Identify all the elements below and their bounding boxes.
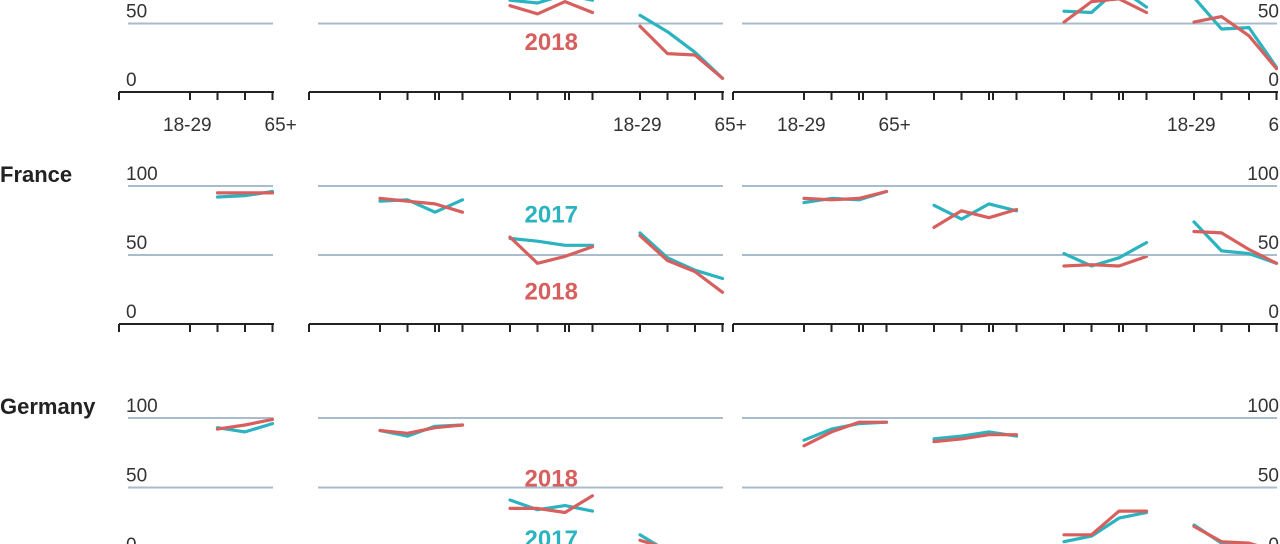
x-tick-label-first: 18-29 <box>777 115 826 136</box>
panel-2-0: 0 50 100 <box>126 396 275 544</box>
series-annotation-2017: 2017 <box>525 202 578 229</box>
panel-1-5 <box>862 185 1019 332</box>
panel-2-6 <box>1002 417 1149 544</box>
series-line-2017 <box>508 498 595 513</box>
country-label: France <box>0 162 72 187</box>
x-tick-label-first: 18-29 <box>613 115 662 136</box>
panel-2-4 <box>742 417 889 489</box>
y-tick-label: 0 <box>126 535 137 544</box>
series-line-2017 <box>932 202 1019 221</box>
series-annotation-2018: 2018 <box>525 278 578 305</box>
panel-1-3 <box>568 185 725 332</box>
chart-row-1: France 0 50 100 2017 2018 0 50 100 <box>0 162 1279 332</box>
series-line-2017 <box>1062 241 1149 268</box>
chart-row-2: Germany 0 50 100 2018 2017 0 50 100 <box>0 394 1279 544</box>
panel-1-1 <box>308 185 465 332</box>
x-tick-label-last: 65+ <box>879 115 911 136</box>
panel-1-6 <box>992 185 1149 332</box>
series-line-2018 <box>378 423 465 435</box>
series-line-2018 <box>932 207 1019 229</box>
panel-1-2: 2017 2018 <box>438 185 595 332</box>
series-line-2017 <box>508 236 595 247</box>
series-line-2018 <box>508 0 595 16</box>
y-tick-label: 50 <box>1258 2 1279 23</box>
y-tick-label: 50 <box>1258 466 1279 487</box>
panel-2-7: 0 50 100 <box>1132 396 1279 544</box>
panel-2-3 <box>578 417 723 544</box>
y-tick-label: 0 <box>126 302 137 323</box>
series-line-2018 <box>638 24 725 80</box>
y-tick-label: 0 <box>126 70 137 91</box>
series-line-2018 <box>1192 229 1279 265</box>
y-tick-label: 50 <box>126 466 147 487</box>
panel-2-1 <box>318 417 465 489</box>
x-tick-label-last: 65+ <box>715 115 747 136</box>
y-tick-label: 50 <box>1258 233 1279 254</box>
series-line-2018 <box>508 235 595 265</box>
y-tick-label: 50 <box>126 233 147 254</box>
series-line-2018 <box>1062 0 1149 24</box>
y-tick-label: 0 <box>1268 535 1279 544</box>
y-tick-label: 100 <box>126 396 158 417</box>
panel-0-2: 2018 <box>438 0 595 100</box>
series-line-2018 <box>1192 15 1279 71</box>
x-tick-label-last: 65+ <box>265 115 297 136</box>
panel-1-0: 0 50 100 <box>118 164 275 332</box>
series-line-2018 <box>508 494 595 515</box>
panel-0-3: 18-29 65+ <box>568 13 747 136</box>
series-line-2018 <box>802 189 889 202</box>
series-line-2018 <box>1062 254 1149 268</box>
series-line-2017 <box>508 0 595 5</box>
panel-0-5 <box>862 22 1018 100</box>
panel-2-5 <box>872 417 1019 489</box>
series-line-2018 <box>378 196 465 214</box>
panel-0-4: 18-29 65+ <box>732 22 911 136</box>
series-annotation-2018: 2018 <box>525 465 578 492</box>
y-tick-label: 50 <box>126 2 147 23</box>
x-tick-label-first: 18-29 <box>163 115 212 136</box>
series-line-2017 <box>1062 510 1149 544</box>
series-line-2017 <box>638 231 725 281</box>
series-line-2017 <box>1192 220 1279 265</box>
series-line-2018 <box>802 420 889 448</box>
series-annotation-2018: 2018 <box>525 29 578 56</box>
series-line-2018 <box>1062 509 1149 537</box>
series-line-2017 <box>802 420 889 442</box>
panel-1-7: 0 50 100 <box>1122 164 1279 332</box>
series-annotation-2017: 2017 <box>525 526 578 544</box>
series-line-2018 <box>932 433 1019 444</box>
series-line-2018 <box>1192 524 1258 544</box>
x-tick-label-first: 18-29 <box>1167 115 1216 136</box>
panel-2-2: 2018 2017 <box>448 417 595 544</box>
country-label: Germany <box>0 394 96 419</box>
y-tick-label: 0 <box>1268 302 1279 323</box>
series-line-2018 <box>638 234 725 294</box>
chart-row-0: 05010018-2965+201818-2965+18-2965+050100… <box>118 0 1280 136</box>
panel-1-4 <box>732 185 889 332</box>
panel-0-1 <box>308 22 464 100</box>
panel-0-6 <box>992 0 1149 100</box>
x-tick-label-last: 65+ <box>1269 115 1280 136</box>
y-tick-label: 100 <box>1247 164 1279 185</box>
y-tick-label: 100 <box>126 164 158 185</box>
y-tick-label: 100 <box>1247 396 1279 417</box>
series-line-2017 <box>1194 0 1279 69</box>
y-tick-label: 0 <box>1268 70 1279 91</box>
